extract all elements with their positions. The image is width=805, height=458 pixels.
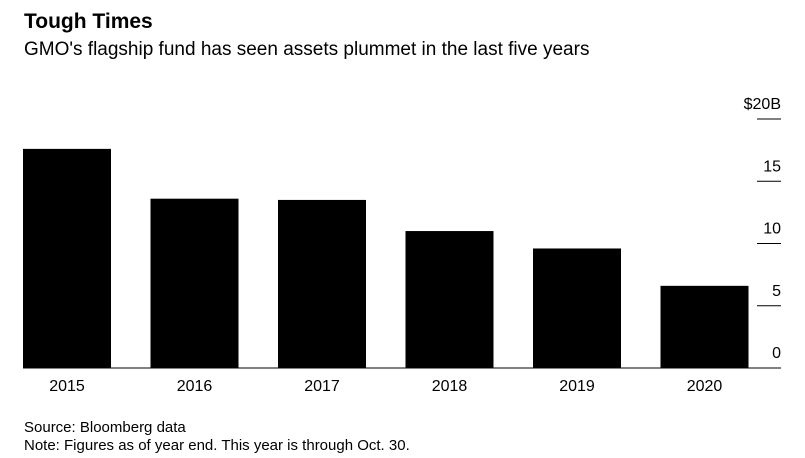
chart-title: Tough Times — [24, 10, 153, 33]
x-tick-label: 2019 — [559, 378, 595, 395]
x-tick-label: 2020 — [687, 378, 723, 395]
x-tick-label: 2018 — [432, 378, 468, 395]
note: Note: Figures as of year end. This year … — [24, 437, 410, 454]
bar — [660, 285, 749, 368]
x-tick-label: 2016 — [177, 378, 213, 395]
y-tick-label: 0 — [772, 345, 781, 362]
source: Source: Bloomberg data — [24, 419, 186, 436]
x-tick-label: 2015 — [49, 378, 85, 395]
bar — [533, 248, 621, 368]
y-tick-label: 10 — [763, 221, 781, 238]
bar — [405, 231, 494, 368]
bar — [23, 148, 111, 368]
bar — [278, 199, 366, 368]
bar — [150, 198, 239, 368]
y-tick-label: 5 — [772, 283, 781, 300]
chart-subtitle: GMO's flagship fund has seen assets plum… — [24, 39, 589, 60]
x-tick-label: 2017 — [304, 378, 340, 395]
y-tick-label: $20B — [744, 96, 781, 113]
y-tick-label: 15 — [763, 158, 781, 175]
